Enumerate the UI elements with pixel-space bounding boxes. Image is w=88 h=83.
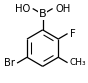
Text: OH: OH	[55, 4, 70, 14]
Text: B: B	[39, 9, 46, 19]
Text: Br: Br	[4, 58, 15, 68]
Text: HO: HO	[15, 4, 30, 14]
Text: F: F	[70, 29, 75, 39]
Text: CH₃: CH₃	[69, 58, 86, 67]
